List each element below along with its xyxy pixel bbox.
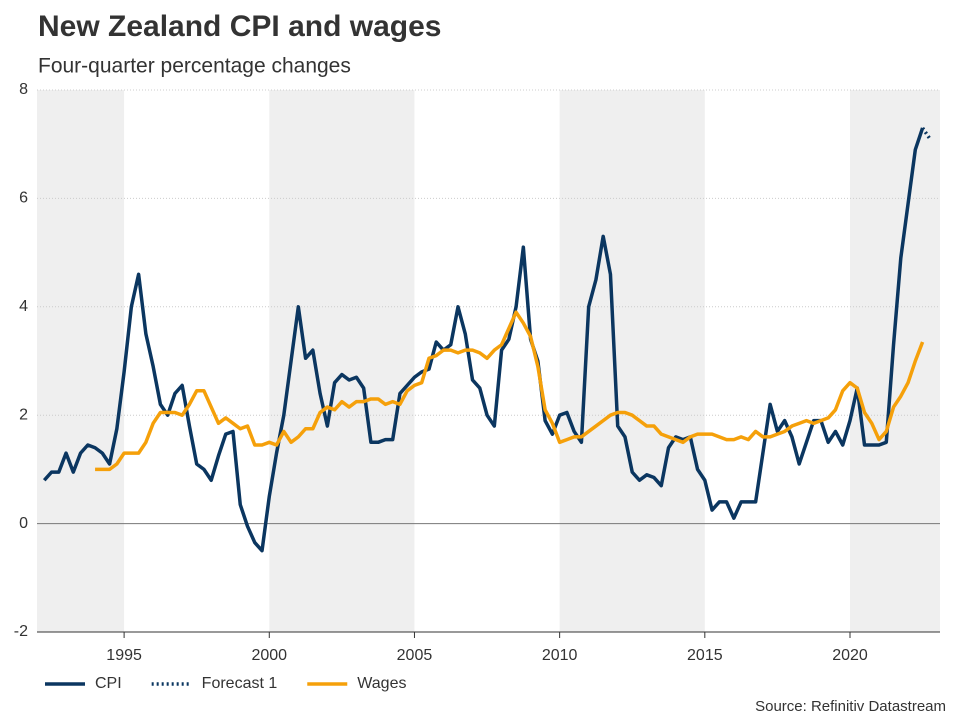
x-tick-label: 2020 [832,647,868,664]
chart-subtitle: Four-quarter percentage changes [38,55,351,78]
source-note: Source: Refinitiv Datastream [755,698,946,715]
shade-band [849,90,940,632]
legend-label: CPI [95,675,122,692]
x-tick-label: 2015 [687,647,723,664]
y-tick-label: -2 [14,623,28,640]
x-tick-label: 2010 [542,647,578,664]
shade-band [37,90,125,632]
legend-label: Wages [357,675,406,692]
shade-band [559,90,705,632]
legend-label: Forecast 1 [202,675,278,692]
y-tick-label: 8 [19,81,28,98]
y-tick-label: 4 [19,298,28,315]
chart-title: New Zealand CPI and wages [38,10,441,43]
y-tick-label: 2 [19,406,28,423]
x-tick-label: 2005 [397,647,433,664]
series-line [42,127,925,553]
series-line [95,310,925,472]
y-tick-label: 0 [19,515,28,532]
y-tick-label: 6 [19,190,28,207]
x-tick-label: 2000 [251,647,287,664]
shade-band [269,90,415,632]
x-tick-label: 1995 [106,647,142,664]
series-line [921,126,932,140]
